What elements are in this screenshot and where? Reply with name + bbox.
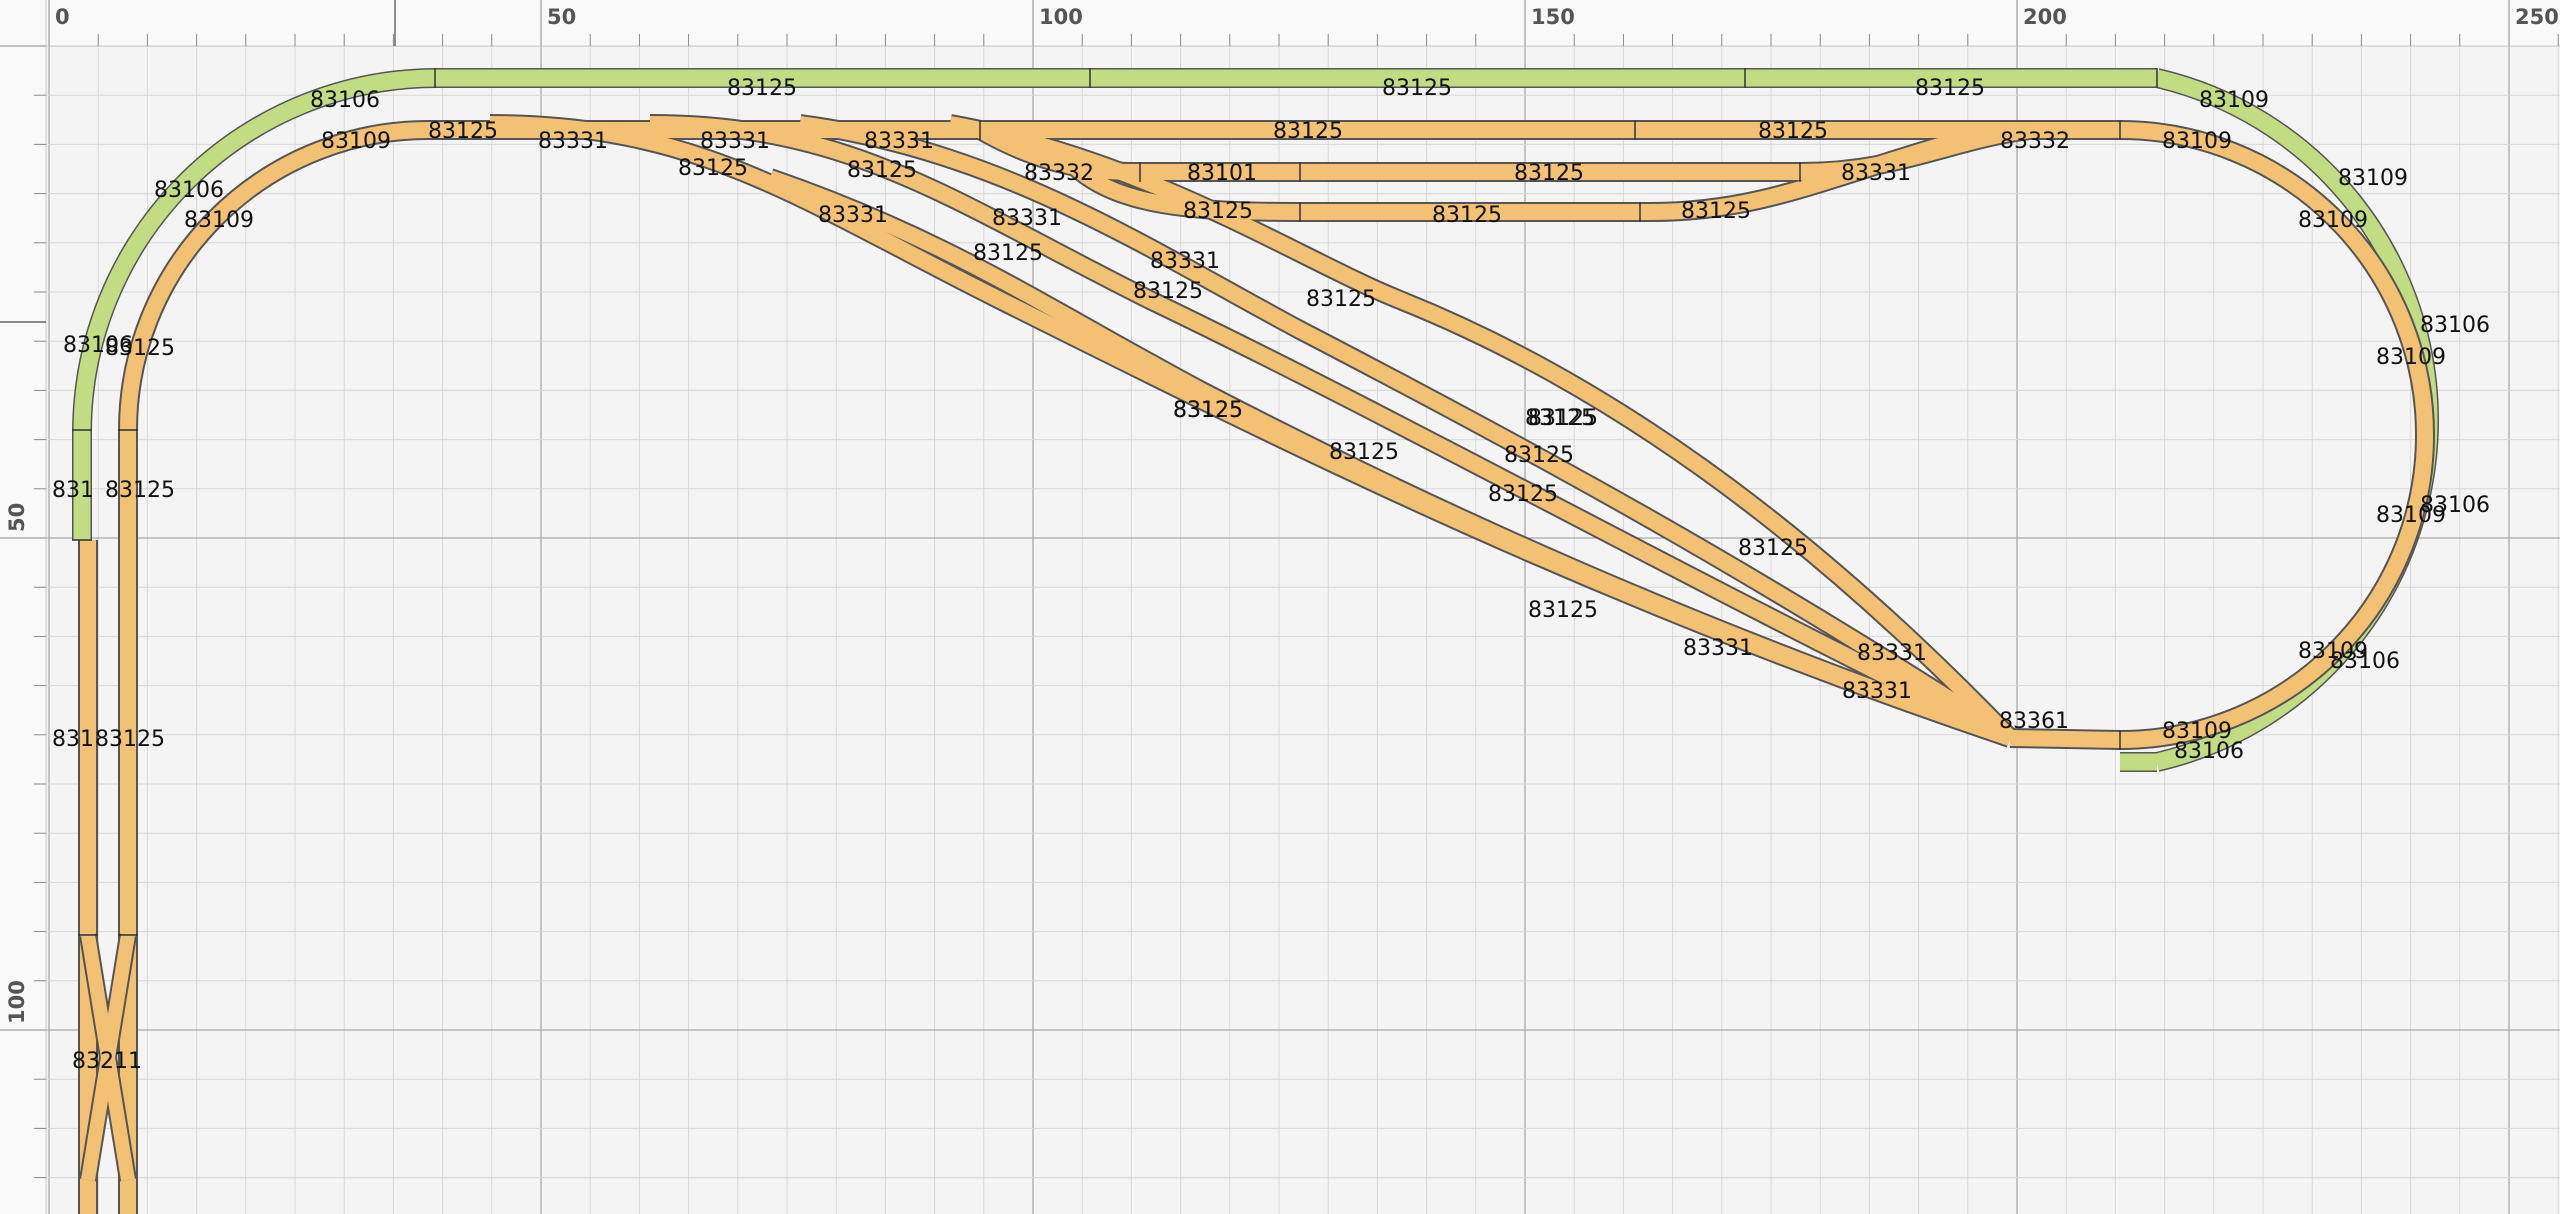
piece-83125: 83125 [1528,598,1598,623]
grid [46,45,2560,1214]
piece-83109: 83109 [2338,166,2408,191]
piece-83125: 83125 [678,156,748,181]
piece-83125: 83125 [1504,443,1574,468]
piece-83106: 83106 [2420,313,2490,338]
piece-83109: 83109 [2298,639,2368,664]
piece-83125: 83125 [1273,119,1343,144]
piece-83125: 83125 [847,158,917,183]
ruler-y-label: 100 [5,980,29,1024]
piece-83125: 83125 [1432,203,1502,228]
piece-831: 831 [52,478,94,503]
piece-83106: 83106 [63,333,133,358]
ruler-x-label: 200 [2023,5,2067,29]
piece-83125: 83125 [1915,76,1985,101]
piece-83125: 83125 [1738,536,1808,561]
piece-83109: 83109 [2162,129,2232,154]
piece-83331: 83331 [864,129,934,154]
piece-83125: 83125 [1758,119,1828,144]
piece-83125: 83125 [1306,287,1376,312]
piece-83125: 83125 [1173,398,1243,423]
piece-83361: 83361 [1999,709,2069,734]
piece-83125: 83125 [428,119,498,144]
piece-83101: 83101 [1187,161,1257,186]
ruler-x-label: 50 [547,5,576,29]
ruler-x-label: 250 [2515,5,2559,29]
piece-83109: 83109 [2298,208,2368,233]
piece-83109: 83109 [2162,719,2232,744]
piece-83125: 83125 [1514,161,1584,186]
piece-831: 831 [52,727,94,752]
piece-separators [72,68,2158,936]
piece-83331: 83331 [818,203,888,228]
piece-83331: 83331 [992,206,1062,231]
piece-83125: 83125 [1173,398,1243,423]
piece-labels: 83106 83125 83125 83125 83109 83109 8312… [52,76,2490,1074]
piece-83125: 83125 [727,76,797,101]
piece-83125: 83125 [1382,76,1452,101]
piece-83125: 83125 [95,727,165,752]
piece-83331: 83331 [1857,641,1927,666]
piece-83332: 83332 [1024,161,1094,186]
piece-83125: 83125 [1488,482,1558,507]
piece-83332: 83332 [2000,129,2070,154]
piece-83109: 83109 [321,129,391,154]
piece-83109: 83109 [184,208,254,233]
orange-tracks[interactable] [78,114,2435,1214]
ruler-x-label: 150 [1531,5,1575,29]
piece-83331: 83331 [1841,161,1911,186]
piece-83106: 83106 [310,88,380,113]
ruler-x-label: 0 [55,5,70,29]
piece-83125: 83125 [1528,406,1598,431]
piece-83106: 83106 [2330,649,2400,674]
piece-83125: 83125 [1183,199,1253,224]
top-ruler [0,0,2560,46]
piece-83125: 83125 [1133,279,1203,304]
piece-83331: 83331 [538,129,608,154]
track-layer[interactable]: 83106 83125 83125 83125 83109 83109 8312… [52,68,2490,1214]
piece-83211: 83211 [72,1049,142,1074]
piece-83109: 83109 [2376,503,2446,528]
left-ruler [0,0,46,1214]
piece-83106: 83106 [2174,739,2244,764]
piece-83125: 83125 [105,336,175,361]
piece-83125: 83125 [1525,406,1595,431]
piece-83109: 83109 [2376,345,2446,370]
ruler-x-label: 100 [1039,5,1083,29]
ruler-y-label: 50 [5,503,29,532]
piece-83331: 83331 [1683,636,1753,661]
crossover-83211[interactable] [79,933,137,1182]
piece-83331: 83331 [1150,249,1220,274]
piece-83125: 83125 [1329,440,1399,465]
piece-83125: 83125 [105,478,175,503]
piece-83331: 83331 [1842,679,1912,704]
piece-83125: 83125 [1681,199,1751,224]
piece-83109: 83109 [2199,88,2269,113]
piece-83106: 83106 [2420,493,2490,518]
piece-83106: 83106 [154,178,224,203]
piece-83125: 83125 [973,241,1043,266]
piece-83331: 83331 [700,129,770,154]
